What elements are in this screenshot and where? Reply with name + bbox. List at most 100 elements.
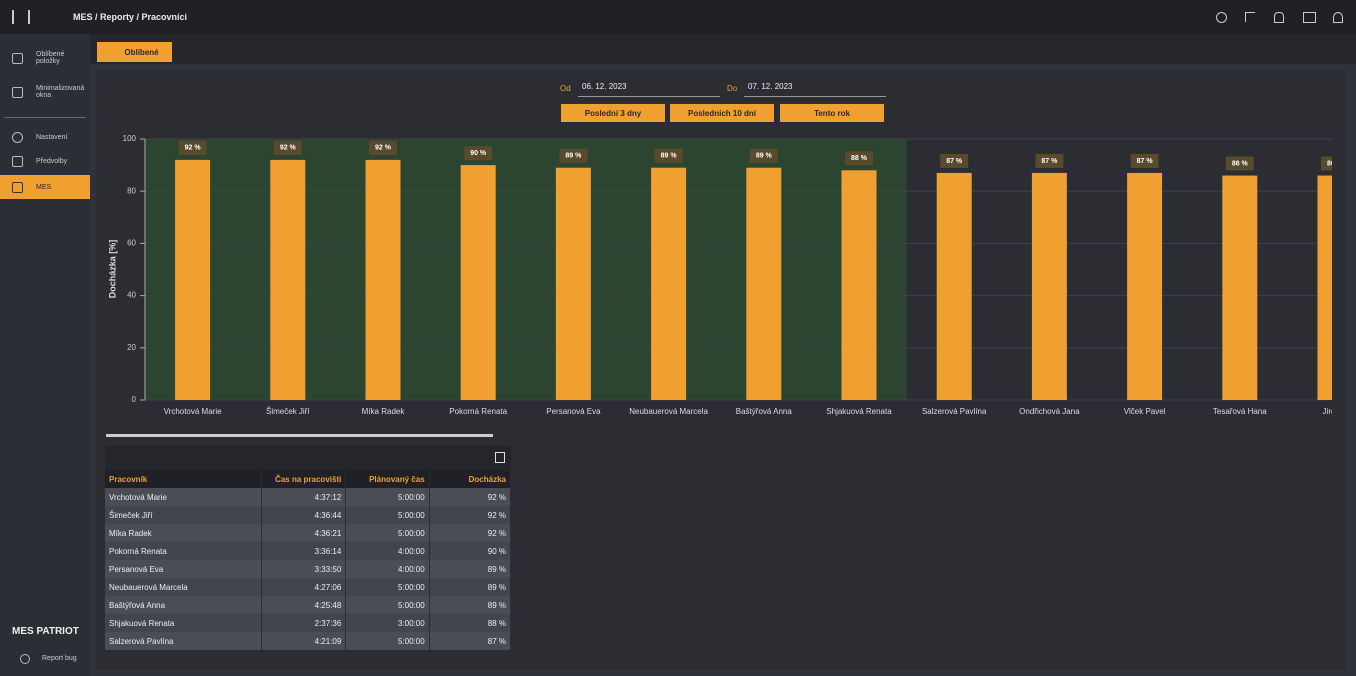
- user-icon[interactable]: [1333, 12, 1343, 23]
- value-label-box: [559, 148, 588, 163]
- tab-bar: Oblíbené: [90, 34, 1356, 64]
- table-cell: 89 %: [429, 560, 512, 578]
- value-label-box: [273, 140, 302, 155]
- table-cell: 89 %: [429, 578, 512, 596]
- column-header: Plánovaný čas: [345, 470, 430, 488]
- table-cell: 2:37:36: [261, 614, 347, 632]
- bar: [1127, 172, 1163, 400]
- value-label: 89 %: [565, 153, 582, 160]
- bar: [746, 167, 782, 400]
- sidebar-item[interactable]: Nastavení: [0, 125, 90, 149]
- table-cell: 3:00:00: [345, 614, 430, 632]
- date-from[interactable]: 06. 12. 2023: [578, 82, 720, 97]
- sidebar: Oblíbené položky Minimalizovaná okna Nas…: [0, 34, 90, 676]
- bell-icon[interactable]: [1274, 12, 1284, 23]
- x-tick-label: Neubauerová Marcela: [629, 407, 708, 416]
- menu-icon[interactable]: [12, 10, 30, 24]
- value-label: 87 %: [946, 158, 963, 165]
- value-label-box: [369, 140, 397, 155]
- table-cell: 5:00:00: [345, 488, 430, 506]
- bar: [1317, 175, 1332, 400]
- table-cell: Pokorná Renata: [105, 542, 263, 560]
- table-cell: Shjakuová Renata: [105, 614, 263, 632]
- y-tick-label: 60: [127, 239, 136, 248]
- value-label-box: [1225, 156, 1254, 171]
- scrollbar[interactable]: [106, 434, 493, 437]
- table-cell: 4:25:48: [261, 596, 347, 614]
- table-row: Shjakuová Renata 2:37:36 3:00:00 88 %: [105, 614, 512, 632]
- value-label: 92 %: [185, 145, 202, 152]
- report-bug[interactable]: Report bug: [42, 655, 77, 662]
- table-cell: Persanová Eva: [105, 560, 263, 578]
- button[interactable]: Posledních 10 dní: [670, 104, 774, 122]
- value-label-box: [1035, 153, 1064, 168]
- bar: [460, 165, 496, 400]
- table-cell: 5:00:00: [345, 578, 430, 596]
- highlight-region: [145, 139, 907, 400]
- table-header: Pracovník Čas na pracovišti Plánovaný čas D…: [105, 470, 512, 488]
- table-cell: 5:00:00: [345, 506, 430, 524]
- table-cell: 4:37:12: [261, 488, 347, 506]
- flag-icon[interactable]: [1245, 12, 1255, 22]
- y-tick-label: 80: [127, 186, 136, 195]
- table-cell: 87 %: [429, 632, 512, 650]
- table-cell: 4:00:00: [345, 542, 430, 560]
- value-label-box: [1130, 153, 1159, 168]
- table-row: Baštýřová Anna 4:25:48 5:00:00 89 %: [105, 596, 512, 614]
- bar: [841, 170, 877, 400]
- button[interactable]: Tento rok: [780, 104, 884, 122]
- chart: Docházka [%] 0 20 40 60 80 100 Vrchotová Marie…: [107, 134, 1332, 416]
- value-label: 88 %: [851, 155, 868, 162]
- export-icon[interactable]: [495, 452, 505, 463]
- to-label: Do: [727, 84, 738, 93]
- x-tick-label: Vlček Pavel: [1124, 407, 1166, 416]
- table-cell: 92 %: [429, 488, 512, 506]
- bar: [365, 159, 401, 400]
- table-cell: 88 %: [429, 614, 512, 632]
- x-tick-label: Ondřichová Jana: [1019, 407, 1080, 416]
- tab[interactable]: Oblíbené: [97, 42, 172, 62]
- y-axis-label: Docházka [%]: [107, 240, 117, 299]
- button[interactable]: Poslední 3 dny: [561, 104, 665, 122]
- sidebar-label: MES: [36, 183, 52, 191]
- header: MES / Reporty / Pracovníci: [0, 0, 1356, 34]
- sidebar-item-active[interactable]: MES: [0, 175, 90, 199]
- x-tick-label: Tesařová Hana: [1213, 407, 1267, 416]
- date-to[interactable]: 07. 12. 2023: [744, 82, 886, 97]
- bar: [936, 172, 972, 400]
- x-tick-label: Jirovsk: [1323, 407, 1332, 416]
- sidebar-item[interactable]: Předvolby: [0, 149, 90, 173]
- table-row: Neubauerová Marcela 4:27:06 5:00:00 89 %: [105, 578, 512, 596]
- news-icon[interactable]: [1303, 12, 1316, 23]
- table-row: Pokorná Renata 3:36:14 4:00:00 90 %: [105, 542, 512, 560]
- value-label: 87 %: [1137, 158, 1154, 165]
- table-cell: 92 %: [429, 524, 512, 542]
- sidebar-item[interactable]: Oblíbené položky: [0, 46, 90, 70]
- y-tick-label: 40: [127, 291, 136, 300]
- column-header: Čas na pracovišti: [261, 470, 347, 488]
- y-tick-label: 100: [123, 134, 137, 143]
- table-row: Vrchotová Marie 4:37:12 5:00:00 92 %: [105, 488, 512, 506]
- pin-icon[interactable]: [1216, 12, 1227, 23]
- table-cell: 5:00:00: [345, 632, 430, 650]
- table-cell: 3:36:14: [261, 542, 347, 560]
- table-cell: Baštýřová Anna: [105, 596, 263, 614]
- value-label-box: [1321, 156, 1332, 171]
- x-tick-label: Salzerová Pavlína: [922, 407, 987, 416]
- bar: [1222, 175, 1258, 400]
- sidebar-item[interactable]: Minimalizovaná okna: [0, 80, 90, 104]
- column-header: Docházka: [429, 470, 512, 488]
- value-label: 89 %: [661, 153, 678, 160]
- table-cell: Salzerová Pavlína: [105, 632, 263, 650]
- table-cell: Neubauerová Marcela: [105, 578, 263, 596]
- breadcrumb[interactable]: MES / Reporty / Pracovníci: [73, 12, 188, 22]
- x-tick-label: Šimeček Jiří: [266, 407, 310, 416]
- y-tick-label: 0: [132, 395, 137, 404]
- table-cell: 4:21:09: [261, 632, 347, 650]
- table-cell: 3:33:50: [261, 560, 347, 578]
- table-cell: Míka Radek: [105, 524, 263, 542]
- bar: [555, 167, 591, 400]
- bug-icon: [20, 654, 30, 664]
- column-header: Pracovník: [105, 470, 263, 488]
